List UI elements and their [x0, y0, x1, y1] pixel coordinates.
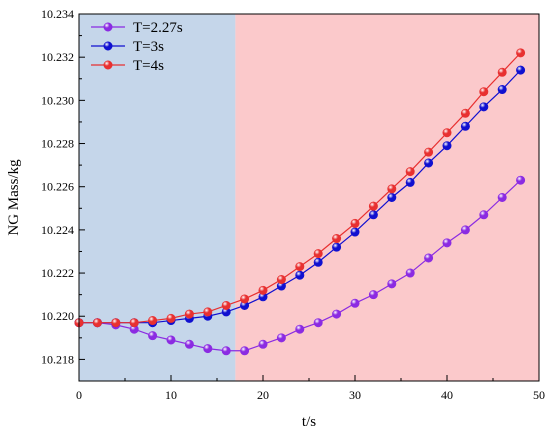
x-tick-label: 50 [533, 388, 545, 402]
data-point [332, 309, 342, 319]
legend: T=2.27s T=3s T=4s [91, 20, 183, 74]
data-point [184, 339, 194, 349]
data-point [516, 48, 526, 58]
background-region-2 [235, 14, 539, 381]
x-tick-label: 30 [349, 388, 361, 402]
data-point [221, 300, 231, 310]
data-point [148, 331, 158, 341]
series-3 [74, 48, 526, 328]
data-point [240, 294, 250, 304]
x-axis: 0 10 20 30 40 50 [76, 375, 545, 402]
data-point [516, 175, 526, 185]
data-point [460, 108, 470, 118]
series-layer [74, 48, 526, 356]
data-point [166, 313, 176, 323]
x-tick-label: 20 [257, 388, 269, 402]
data-point [313, 257, 323, 267]
y-axis: 10.218 10.220 10.222 10.224 10.226 10.228 10.2… [41, 7, 85, 382]
data-point [442, 141, 452, 151]
legend-item: T=3s [91, 39, 164, 55]
data-point [387, 279, 397, 289]
data-point [460, 225, 470, 235]
y-tick-label: 10.224 [41, 223, 74, 237]
data-point [460, 121, 470, 131]
legend-marker [103, 41, 113, 51]
legend-item: T=2.27s [91, 20, 183, 36]
data-point [387, 193, 397, 203]
x-tick-label: 40 [441, 388, 453, 402]
data-point [148, 316, 158, 326]
data-point [405, 268, 415, 278]
data-point [129, 318, 139, 328]
data-point [221, 346, 231, 356]
data-point [350, 298, 360, 308]
data-point [350, 227, 360, 237]
data-point [295, 324, 305, 334]
y-tick-label: 10.232 [41, 50, 74, 64]
data-point [497, 193, 507, 203]
y-tick-label: 10.226 [41, 180, 74, 194]
data-point [295, 262, 305, 272]
legend-label: T=2.27s [133, 20, 183, 36]
data-point [405, 167, 415, 177]
y-tick-label: 10.234 [41, 7, 74, 21]
data-point [240, 346, 250, 356]
data-point [424, 147, 434, 157]
legend-label: T=4s [133, 58, 164, 74]
data-point [203, 307, 213, 317]
data-point [479, 210, 489, 220]
data-point [516, 65, 526, 75]
x-tick-label: 10 [165, 388, 177, 402]
data-point [442, 128, 452, 138]
y-tick-label: 10.228 [41, 137, 74, 151]
x-tick-label: 0 [76, 388, 82, 402]
data-point [258, 285, 268, 295]
data-point [258, 339, 268, 349]
y-tick-label: 10.222 [41, 266, 74, 280]
legend-marker [103, 22, 113, 32]
legend-label: T=3s [133, 39, 164, 55]
background-regions [79, 14, 539, 381]
data-point [368, 290, 378, 300]
data-point [166, 335, 176, 345]
x-axis-label: t/s [302, 414, 316, 430]
y-tick-label: 10.220 [41, 309, 74, 323]
y-axis-label: NG Mass/kg [6, 159, 22, 236]
data-point [424, 158, 434, 168]
legend-item: T=4s [91, 58, 164, 74]
data-point [276, 275, 286, 285]
data-point [497, 67, 507, 77]
data-point [332, 234, 342, 244]
data-point [368, 201, 378, 211]
y-tick-label: 10.230 [41, 93, 74, 107]
data-point [479, 102, 489, 112]
data-point [295, 270, 305, 280]
data-point [479, 87, 489, 97]
data-point [313, 249, 323, 259]
data-point [387, 184, 397, 194]
data-point [350, 218, 360, 228]
data-point [184, 309, 194, 319]
y-tick-label: 10.218 [41, 352, 74, 366]
data-point [276, 333, 286, 343]
data-point [368, 210, 378, 220]
data-point [424, 253, 434, 263]
data-point [203, 344, 213, 354]
data-point [92, 318, 102, 328]
data-point [332, 242, 342, 252]
data-point [442, 238, 452, 248]
data-point [405, 177, 415, 187]
data-point [313, 318, 323, 328]
legend-marker [103, 60, 113, 70]
data-point [497, 85, 507, 95]
data-point [111, 318, 121, 328]
